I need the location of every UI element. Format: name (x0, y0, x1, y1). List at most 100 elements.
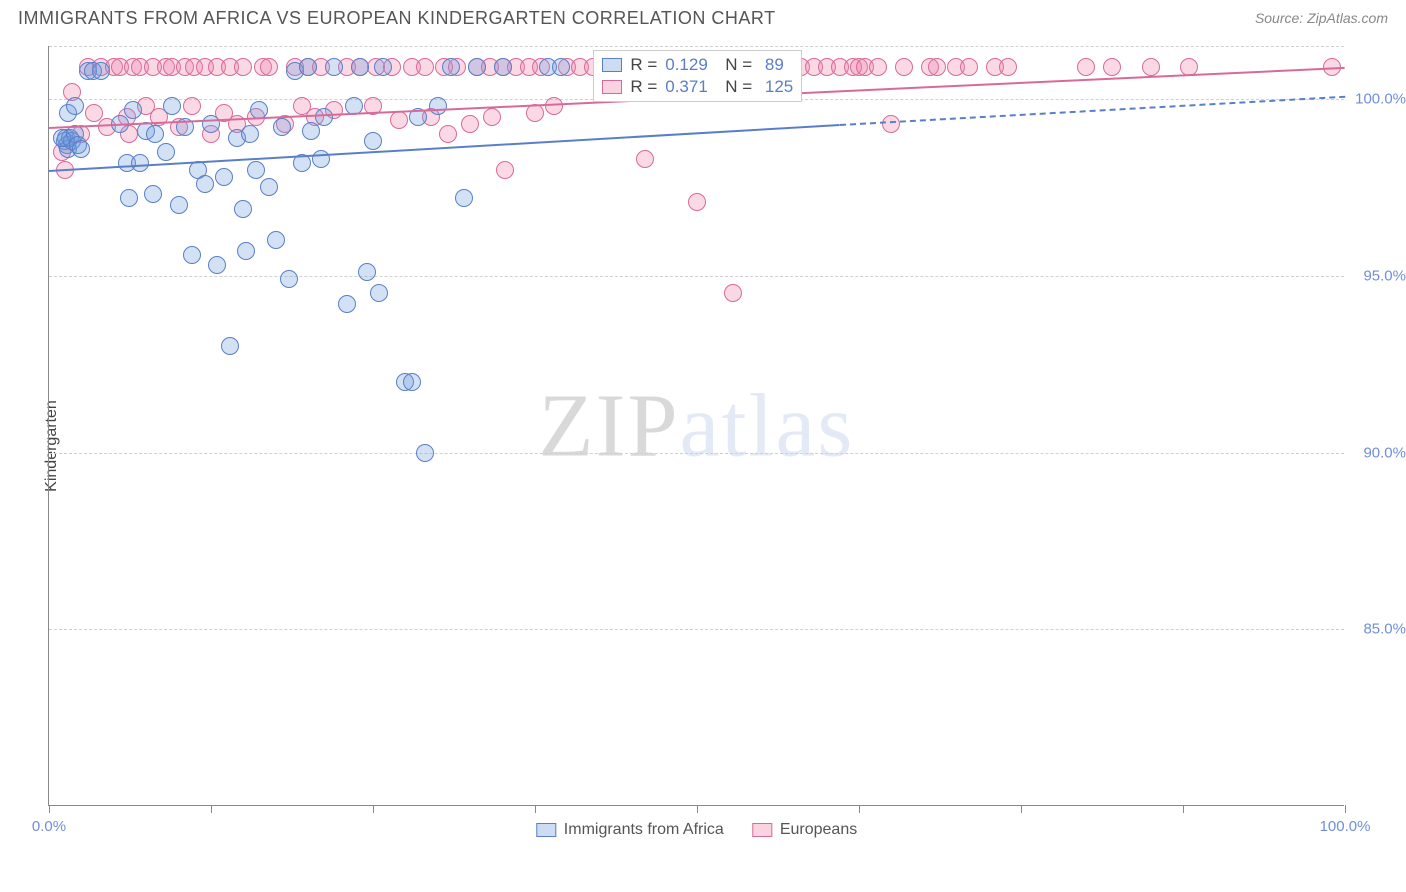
data-point (1103, 58, 1121, 76)
data-point (552, 58, 570, 76)
data-point (66, 97, 84, 115)
data-point (215, 168, 233, 186)
data-point (280, 270, 298, 288)
data-point (131, 154, 149, 172)
data-point (390, 111, 408, 129)
chart-title: IMMIGRANTS FROM AFRICA VS EUROPEAN KINDE… (18, 8, 776, 29)
legend-row: R = 0.371 N = 125 (602, 77, 793, 97)
data-point (960, 58, 978, 76)
data-point (202, 115, 220, 133)
y-tick-label: 100.0% (1355, 91, 1406, 108)
x-tick (49, 805, 50, 813)
data-point (92, 62, 110, 80)
n-value: 125 (760, 77, 793, 97)
data-point (241, 125, 259, 143)
data-point (325, 58, 343, 76)
legend-swatch (752, 823, 772, 837)
n-label: N = (716, 77, 752, 97)
r-value: 0.371 (665, 77, 708, 97)
r-label: R = (630, 55, 657, 75)
x-tick-label: 0.0% (32, 818, 66, 835)
data-point (403, 373, 421, 391)
scatter-chart: ZIPatlas 85.0%90.0%95.0%100.0%0.0%100.0%… (48, 46, 1344, 806)
legend-label: Europeans (780, 821, 857, 839)
legend-label: Immigrants from Africa (564, 821, 724, 839)
x-tick (859, 805, 860, 813)
data-point (208, 256, 226, 274)
data-point (1077, 58, 1095, 76)
n-label: N = (716, 55, 752, 75)
y-tick-label: 90.0% (1363, 444, 1406, 461)
data-point (250, 101, 268, 119)
data-point (416, 58, 434, 76)
data-point (260, 178, 278, 196)
gridline (49, 276, 1344, 277)
x-tick (1021, 805, 1022, 813)
data-point (221, 337, 239, 355)
data-point (183, 246, 201, 264)
data-point (468, 58, 486, 76)
r-value: 0.129 (665, 55, 708, 75)
x-tick (1345, 805, 1346, 813)
x-tick (373, 805, 374, 813)
data-point (146, 125, 164, 143)
data-point (895, 58, 913, 76)
data-point (455, 189, 473, 207)
legend-item: Europeans (752, 821, 857, 839)
legend-swatch (536, 823, 556, 837)
source-name: ZipAtlas.com (1307, 10, 1388, 26)
data-point (124, 101, 142, 119)
data-point (374, 58, 392, 76)
n-value: 89 (760, 55, 784, 75)
data-point (157, 143, 175, 161)
data-point (267, 231, 285, 249)
data-point (416, 444, 434, 462)
data-point (72, 140, 90, 158)
data-point (196, 175, 214, 193)
legend-swatch (602, 58, 622, 72)
y-tick-label: 85.0% (1363, 621, 1406, 638)
data-point (442, 58, 460, 76)
data-point (496, 161, 514, 179)
data-point (545, 97, 563, 115)
data-point (483, 108, 501, 126)
legend-swatch (602, 80, 622, 94)
gridline (49, 453, 1344, 454)
data-point (144, 185, 162, 203)
legend-row: R = 0.129 N = 89 (602, 55, 793, 75)
r-label: R = (630, 77, 657, 97)
data-point (429, 97, 447, 115)
data-point (351, 58, 369, 76)
data-point (120, 189, 138, 207)
source-prefix: Source: (1255, 10, 1307, 26)
gridline (49, 629, 1344, 630)
x-tick (211, 805, 212, 813)
data-point (364, 132, 382, 150)
data-point (999, 58, 1017, 76)
data-point (688, 193, 706, 211)
data-point (237, 242, 255, 260)
x-tick (697, 805, 698, 813)
data-point (260, 58, 278, 76)
data-point (928, 58, 946, 76)
data-point (494, 58, 512, 76)
source-label: Source: ZipAtlas.com (1255, 10, 1388, 28)
data-point (636, 150, 654, 168)
watermark: ZIPatlas (539, 374, 855, 477)
data-point (183, 97, 201, 115)
trend-line (839, 95, 1345, 125)
x-tick-label: 100.0% (1320, 818, 1371, 835)
data-point (170, 196, 188, 214)
data-point (882, 115, 900, 133)
series-legend: Immigrants from Africa Europeans (536, 821, 857, 839)
x-tick (1183, 805, 1184, 813)
data-point (439, 125, 457, 143)
x-tick (535, 805, 536, 813)
data-point (234, 58, 252, 76)
data-point (358, 263, 376, 281)
data-point (302, 122, 320, 140)
data-point (869, 58, 887, 76)
data-point (299, 58, 317, 76)
correlation-legend: R = 0.129 N = 89 R = 0.371 N = 125 (593, 50, 802, 102)
data-point (724, 284, 742, 302)
